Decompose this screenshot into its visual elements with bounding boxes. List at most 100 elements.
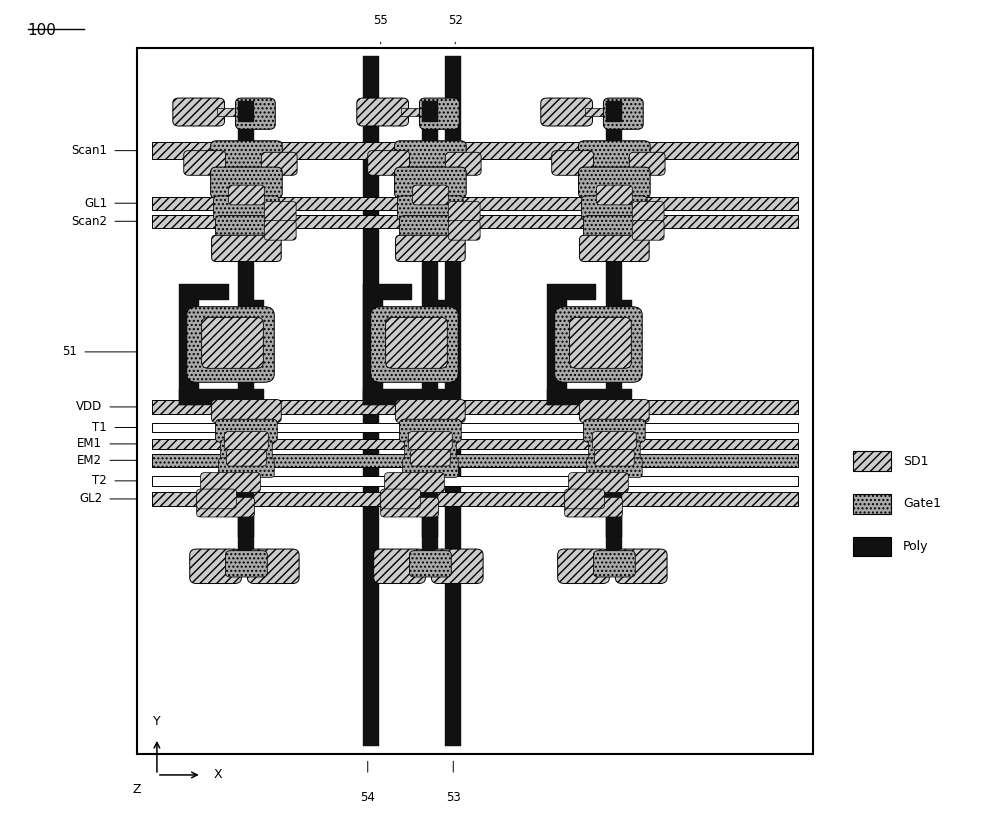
Bar <box>248 300 264 380</box>
FancyBboxPatch shape <box>580 235 649 261</box>
Bar <box>152 400 798 414</box>
FancyBboxPatch shape <box>187 307 274 382</box>
FancyBboxPatch shape <box>593 551 635 577</box>
FancyBboxPatch shape <box>216 419 277 442</box>
Bar <box>401 108 440 116</box>
Bar <box>152 454 798 467</box>
FancyBboxPatch shape <box>212 235 281 261</box>
FancyBboxPatch shape <box>552 151 593 175</box>
FancyBboxPatch shape <box>216 216 277 238</box>
FancyBboxPatch shape <box>448 202 480 222</box>
FancyBboxPatch shape <box>411 450 450 466</box>
Bar <box>238 505 254 557</box>
FancyBboxPatch shape <box>565 497 622 517</box>
FancyBboxPatch shape <box>211 141 282 172</box>
Bar <box>585 475 602 501</box>
FancyBboxPatch shape <box>403 458 458 477</box>
FancyBboxPatch shape <box>569 473 628 492</box>
FancyBboxPatch shape <box>419 98 459 129</box>
Bar <box>238 117 254 537</box>
FancyBboxPatch shape <box>226 551 267 577</box>
Text: Z: Z <box>133 783 141 796</box>
FancyBboxPatch shape <box>211 167 282 198</box>
FancyBboxPatch shape <box>580 399 649 423</box>
FancyBboxPatch shape <box>197 489 236 509</box>
Bar <box>217 475 234 501</box>
Bar <box>422 102 438 122</box>
Bar <box>422 505 438 557</box>
Text: 51: 51 <box>62 346 77 358</box>
FancyBboxPatch shape <box>398 196 463 221</box>
Bar <box>179 389 264 405</box>
Bar <box>217 108 256 116</box>
Text: GL2: GL2 <box>79 492 102 505</box>
FancyBboxPatch shape <box>395 167 466 198</box>
Bar <box>616 300 632 380</box>
FancyBboxPatch shape <box>264 202 296 222</box>
FancyBboxPatch shape <box>190 549 241 584</box>
FancyBboxPatch shape <box>374 549 425 584</box>
Bar <box>432 300 448 380</box>
Bar <box>547 300 567 405</box>
Bar <box>422 117 438 537</box>
FancyBboxPatch shape <box>261 152 297 175</box>
Text: T2: T2 <box>92 475 107 487</box>
Text: EM2: EM2 <box>77 454 102 466</box>
FancyBboxPatch shape <box>229 185 264 205</box>
FancyBboxPatch shape <box>212 399 281 423</box>
FancyBboxPatch shape <box>173 98 225 126</box>
Text: 55: 55 <box>373 14 388 27</box>
Bar <box>205 490 246 501</box>
FancyBboxPatch shape <box>579 141 650 172</box>
Text: Poly: Poly <box>903 540 928 553</box>
Bar <box>573 490 614 501</box>
Bar <box>547 389 632 405</box>
Text: Scan2: Scan2 <box>71 215 107 227</box>
FancyBboxPatch shape <box>385 473 444 492</box>
FancyBboxPatch shape <box>445 152 481 175</box>
FancyBboxPatch shape <box>235 98 275 129</box>
FancyBboxPatch shape <box>431 549 483 584</box>
FancyBboxPatch shape <box>247 549 299 584</box>
Bar <box>606 102 622 122</box>
FancyBboxPatch shape <box>400 216 461 238</box>
FancyBboxPatch shape <box>184 151 226 175</box>
FancyBboxPatch shape <box>381 489 420 509</box>
FancyBboxPatch shape <box>632 221 664 240</box>
FancyBboxPatch shape <box>555 307 642 382</box>
FancyBboxPatch shape <box>629 152 665 175</box>
FancyBboxPatch shape <box>410 551 451 577</box>
FancyBboxPatch shape <box>596 185 632 205</box>
FancyBboxPatch shape <box>214 196 279 221</box>
Bar <box>401 475 418 501</box>
FancyBboxPatch shape <box>592 432 636 450</box>
Bar <box>152 492 798 505</box>
FancyBboxPatch shape <box>541 98 592 126</box>
FancyBboxPatch shape <box>594 450 634 466</box>
FancyBboxPatch shape <box>448 221 480 240</box>
FancyBboxPatch shape <box>219 458 274 477</box>
Bar <box>363 300 383 405</box>
Bar <box>238 102 254 122</box>
FancyBboxPatch shape <box>589 440 640 460</box>
Text: Y: Y <box>153 715 161 728</box>
Bar <box>137 48 813 754</box>
FancyBboxPatch shape <box>409 432 452 450</box>
Bar <box>363 389 448 405</box>
Text: T1: T1 <box>92 421 107 434</box>
FancyBboxPatch shape <box>386 318 447 368</box>
FancyBboxPatch shape <box>558 549 609 584</box>
Bar <box>152 197 798 210</box>
Text: X: X <box>214 768 222 782</box>
FancyBboxPatch shape <box>570 318 631 368</box>
Bar <box>547 284 596 300</box>
FancyBboxPatch shape <box>264 221 296 240</box>
FancyBboxPatch shape <box>227 450 266 466</box>
Bar <box>606 505 622 557</box>
FancyBboxPatch shape <box>201 473 260 492</box>
Text: VDD: VDD <box>76 400 102 414</box>
FancyBboxPatch shape <box>584 419 645 442</box>
FancyBboxPatch shape <box>396 235 465 261</box>
Text: Scan1: Scan1 <box>71 144 107 157</box>
FancyBboxPatch shape <box>357 98 409 126</box>
